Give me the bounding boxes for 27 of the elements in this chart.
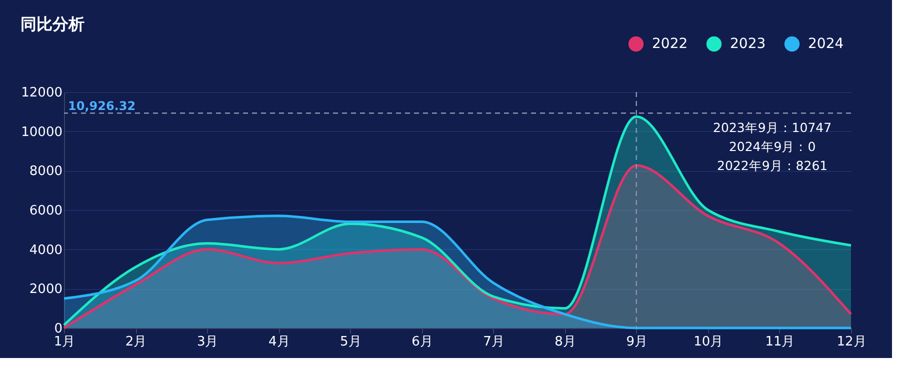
x-tick-label: 4月 [268, 334, 290, 350]
y-tick-label: 10000 [21, 124, 62, 140]
y-tick-label: 0 [54, 322, 62, 336]
x-tick-label: 5月 [340, 334, 362, 350]
annotation: 2022年9月：8261 [717, 158, 828, 173]
y-tick-label: 8000 [29, 164, 62, 180]
x-tick-label: 9月 [626, 334, 648, 350]
ref-line-label: 10,926.32 [68, 99, 136, 114]
y-tick-label: 12000 [21, 86, 62, 100]
annotation: 2023年9月：10747 [713, 120, 832, 135]
legend-label: 2023 [730, 36, 766, 52]
x-tick-label: 12月 [836, 334, 866, 350]
x-tick-label: 11月 [765, 334, 795, 350]
x-tick-label: 10月 [694, 334, 724, 350]
y-tick-label: 6000 [29, 204, 62, 218]
legend-label: 2022 [652, 36, 688, 52]
y-tick-label: 4000 [29, 242, 62, 258]
x-tick-label: 8月 [554, 334, 576, 350]
chart-title: 同比分析 [20, 14, 85, 34]
annotation: 2024年9月：0 [728, 139, 816, 154]
x-tick-label: 1月 [54, 334, 76, 350]
x-tick-label: 2月 [125, 334, 147, 350]
y-tick-label: 2000 [29, 282, 62, 298]
legend-label: 2024 [808, 36, 844, 52]
x-tick-label: 6月 [412, 334, 433, 350]
x-tick-label: 7月 [483, 334, 504, 350]
x-tick-label: 3月 [196, 334, 218, 350]
